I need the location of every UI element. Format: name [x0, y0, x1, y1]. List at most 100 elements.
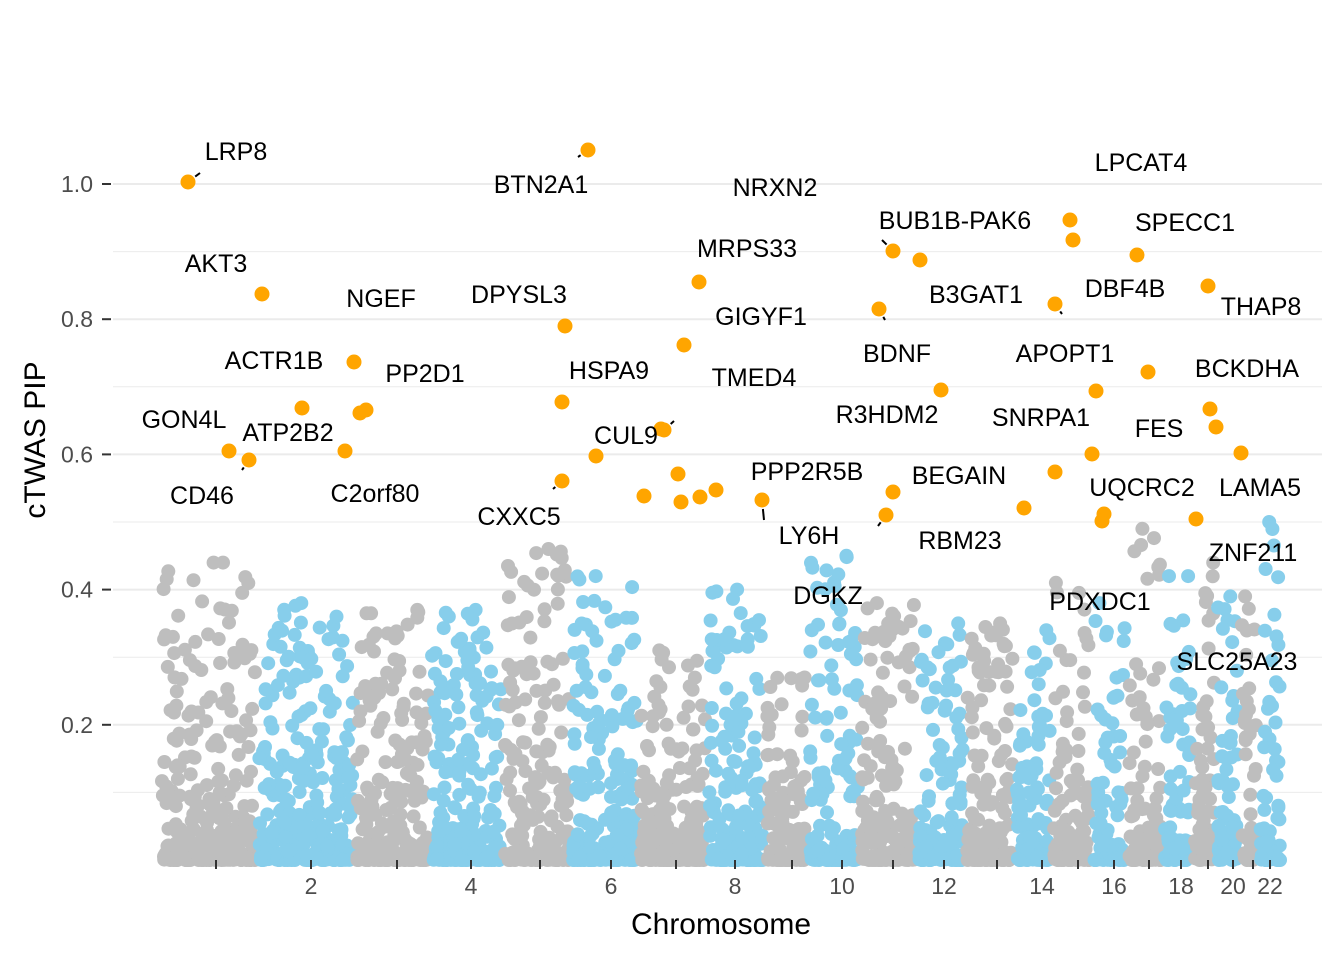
highlighted-gene-point	[754, 492, 770, 508]
highlighted-gene-point	[656, 422, 672, 438]
gene-point	[242, 814, 257, 829]
gene-point	[292, 807, 307, 822]
gene-point	[681, 852, 695, 867]
gene-point	[1079, 631, 1094, 646]
gene-point	[299, 848, 314, 863]
gene-point	[1147, 531, 1161, 546]
highlighted-gene-point	[1062, 212, 1078, 228]
gene-point	[1027, 693, 1042, 708]
gene-point	[402, 853, 417, 867]
highlighted-gene-point	[691, 274, 707, 290]
gene-point	[479, 640, 494, 655]
gene-point	[753, 629, 768, 643]
gene-point	[977, 678, 991, 693]
gene-point	[711, 851, 726, 866]
gene-point	[1072, 585, 1086, 600]
gene-point	[507, 832, 522, 847]
gene-point	[167, 646, 182, 661]
gene-point	[752, 613, 766, 628]
gene-label: BCKDHA	[1195, 355, 1300, 383]
gene-point	[437, 780, 452, 795]
gene-point	[1205, 569, 1220, 584]
gene-point	[1130, 793, 1145, 808]
gene-point	[634, 708, 649, 723]
gene-point	[576, 595, 591, 609]
gene-point	[416, 837, 431, 852]
gene-point	[206, 555, 221, 570]
gene-point	[869, 848, 884, 863]
gene-point	[279, 653, 294, 668]
label-leader-line	[552, 486, 556, 490]
gene-point	[184, 749, 199, 764]
x-axis: 2 4 6 8 10 12 14 16 18 20 22	[215, 860, 1283, 899]
gene-point	[1095, 836, 1110, 851]
gene-point	[1203, 730, 1218, 745]
gene-point	[1113, 729, 1128, 743]
gene-point	[1071, 773, 1085, 788]
gene-point	[1140, 571, 1155, 586]
gene-point	[1072, 786, 1087, 801]
gene-point	[209, 843, 224, 858]
gene-point	[1264, 653, 1279, 668]
gene-point	[935, 776, 950, 791]
gene-label: THAP8	[1221, 293, 1302, 321]
gene-point	[436, 621, 451, 636]
gene-point	[487, 789, 502, 803]
gene-point	[612, 841, 627, 856]
gene-point	[1022, 785, 1036, 800]
gene-point	[580, 707, 595, 722]
gene-point	[597, 668, 612, 683]
gene-point	[170, 771, 185, 786]
y-tick-label: 0.6	[61, 441, 93, 467]
gene-point	[586, 853, 601, 867]
gene-point	[412, 664, 427, 679]
gene-point	[731, 724, 746, 739]
gene-point	[987, 728, 1002, 743]
gene-point	[389, 624, 404, 639]
gene-label: LAMA5	[1219, 474, 1301, 502]
gene-point	[1100, 730, 1115, 745]
gene-point	[1005, 651, 1020, 666]
label-leader-line	[882, 316, 886, 321]
gene-point	[1114, 792, 1129, 807]
gene-point	[951, 722, 966, 737]
gene-point	[158, 628, 173, 643]
gene-point	[838, 751, 853, 766]
gene-point	[591, 741, 606, 756]
highlighted-gene-point	[1233, 445, 1249, 461]
highlighted-gene-point	[1202, 401, 1218, 417]
gene-point	[922, 789, 936, 804]
gene-point	[1122, 756, 1137, 771]
gene-point	[285, 718, 300, 733]
gene-point	[293, 615, 308, 630]
gene-point	[704, 701, 719, 715]
gene-point	[214, 773, 229, 788]
gene-point	[865, 632, 880, 647]
gene-point	[939, 852, 954, 867]
gene-point	[727, 712, 742, 727]
gene-point	[1060, 705, 1075, 720]
highlighted-points	[180, 142, 1249, 529]
gene-point	[1073, 850, 1087, 865]
gene-point	[467, 809, 482, 823]
gene-point	[1149, 791, 1164, 806]
gene-point	[1239, 647, 1254, 662]
gene-point	[732, 738, 747, 753]
gene-label: DPYSL3	[471, 281, 567, 309]
gene-point	[897, 679, 912, 694]
gene-point	[1128, 841, 1143, 856]
y-tick-label: 1.0	[61, 171, 93, 197]
gene-point	[331, 746, 346, 761]
label-leader-line	[670, 420, 675, 425]
gene-point	[682, 761, 697, 776]
gene-point	[891, 619, 906, 634]
gene-point	[303, 701, 318, 716]
gene-point	[484, 761, 499, 776]
gene-point	[1238, 589, 1253, 604]
gene-point	[332, 647, 347, 662]
gene-point	[623, 852, 638, 867]
gene-point	[1219, 751, 1233, 766]
gene-point	[226, 778, 241, 793]
gene-point	[996, 821, 1011, 836]
gene-point	[951, 616, 966, 631]
